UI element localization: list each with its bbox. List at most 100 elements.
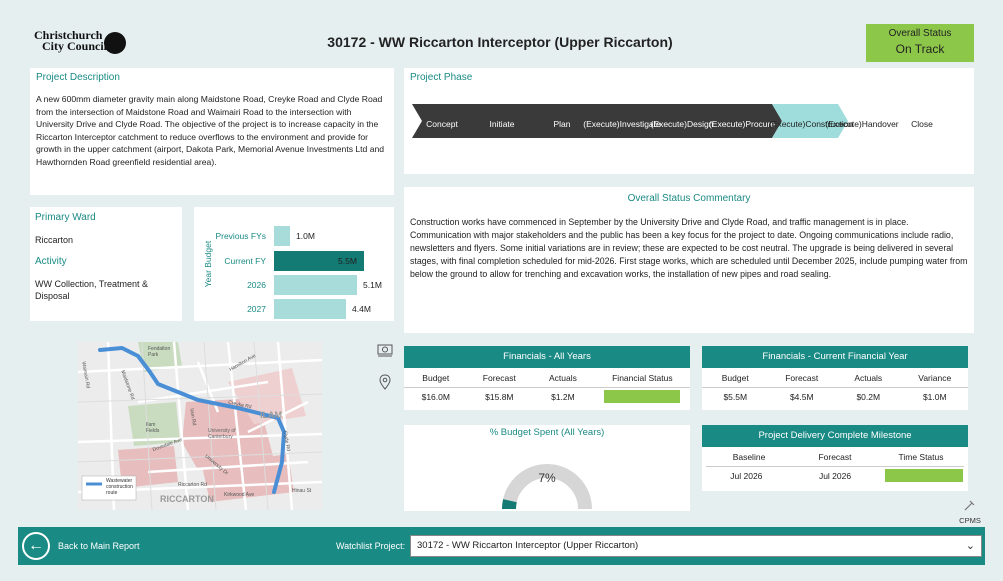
phase-arrow-track (412, 104, 848, 138)
year-budget-value: 1.0M (296, 231, 315, 241)
phase-step: (Execute) Handover (825, 118, 899, 129)
watchlist-label: Watchlist Project: (336, 541, 406, 551)
year-budget-value: 4.4M (352, 304, 371, 314)
year-budget-row[interactable]: 2027 4.4M (194, 298, 394, 320)
col-header: Actuals (854, 373, 883, 383)
table-row: $16.0M $15.8M $1.2M (404, 388, 690, 406)
map-label-uni: University of Canterbury (208, 428, 236, 440)
status-commentary-panel: Overall Status Commentary Construction w… (404, 187, 974, 333)
overall-status-label: Overall Status (888, 28, 952, 39)
col-header: Forecast (482, 373, 516, 383)
logo-mark-icon (104, 32, 126, 54)
overall-status-badge: Overall Status On Track (866, 24, 974, 62)
gauge-fill (502, 499, 517, 510)
footer-bar: ← Back to Main Report Watchlist Project:… (18, 527, 985, 565)
map-label-ilam-fields: Ilam Fields (146, 422, 160, 434)
time-status-cell (879, 467, 968, 485)
cpms-link[interactable]: CPMS (956, 498, 984, 525)
map-label-riccarton: RICCARTON (160, 494, 214, 504)
table-header-row: Baseline Forecast Time Status (706, 447, 964, 467)
year-budget-chart: Year Budget Previous FYs 1.0M Current FY… (194, 207, 394, 321)
delivery-milestone-panel: Project Delivery Complete Milestone Base… (702, 425, 968, 491)
table-row: Jul 2026 Jul 2026 (702, 467, 968, 485)
col-header: Variance (918, 373, 952, 383)
forecast-value: $15.8M (485, 392, 514, 402)
chevron-down-icon: ⌄ (965, 540, 975, 552)
council-logo: Christchurch City Council (34, 28, 134, 56)
map-layers-icon[interactable] (376, 342, 394, 358)
baseline-value: Jul 2026 (730, 471, 763, 481)
col-header: Forecast (785, 373, 819, 383)
col-header: Baseline (732, 452, 766, 462)
phase-step: (Execute) Procure (708, 118, 776, 129)
year-budget-category: 2027 (247, 304, 266, 314)
table-header-row: Budget Forecast Actuals Variance (702, 368, 968, 388)
phase-step: (Execute) Design (650, 118, 714, 129)
year-budget-bar[interactable] (274, 251, 364, 271)
gauge-track (502, 464, 592, 510)
phase-step: (Execute) Construction (768, 118, 854, 129)
budget-value: $16.0M (421, 392, 450, 402)
table-row: $5.5M $4.5M $0.2M $1.0M (702, 388, 968, 406)
year-budget-row[interactable]: Current FY 5.5M (194, 250, 394, 272)
col-header: Budget (721, 373, 749, 383)
map-label-kirkwood: Kirkwood Ave (224, 492, 255, 498)
map-pin-icon[interactable] (376, 373, 394, 391)
year-budget-bar[interactable] (274, 275, 357, 295)
time-status-indicator (884, 469, 963, 482)
variance-value: $1.0M (922, 392, 947, 402)
back-to-main-button[interactable]: ← Back to Main Report (22, 531, 140, 561)
year-budget-category: 2026 (247, 280, 266, 290)
ward-panel: Primary Ward Riccarton Activity WW Colle… (30, 207, 182, 321)
financial-status-indicator (604, 390, 681, 403)
phase-step: Initiate (489, 118, 515, 129)
status-commentary-title: Overall Status Commentary (627, 193, 751, 204)
back-to-main-label: Back to Main Report (58, 541, 140, 551)
budget-value: $5.5M (723, 392, 748, 402)
year-budget-bar[interactable] (274, 299, 346, 319)
map-label-riccarton-rd: Riccarton Rd (178, 482, 207, 488)
overall-status-value: On Track (895, 42, 945, 56)
col-header: Actuals (548, 373, 577, 383)
watchlist-project-select[interactable]: 30172 - WW Riccarton Interceptor (Upper … (410, 535, 982, 557)
phase-step: Concept (426, 118, 458, 129)
logo-line2: City Council (42, 39, 108, 53)
map-image (78, 342, 322, 510)
col-header: Financial Status (612, 373, 673, 383)
map-label-ilam: ILAM (260, 410, 282, 420)
activity-title: Activity (35, 256, 67, 267)
project-description-title: Project Description (36, 72, 120, 83)
year-budget-row[interactable]: Previous FYs 1.0M (194, 225, 394, 247)
phase-current-chevron (772, 104, 848, 138)
budget-spent-gauge: % Budget Spent (All Years) 7% (404, 425, 690, 511)
watchlist-selected-value: 30172 - WW Riccarton Interceptor (Upper … (417, 540, 639, 551)
project-phase-title: Project Phase (410, 72, 473, 83)
col-header: Forecast (818, 452, 852, 462)
budget-spent-title: % Budget Spent (All Years) (489, 427, 605, 438)
phase-step: Plan (553, 118, 571, 129)
financials-current-year: Financials - Current Financial Year Budg… (702, 346, 968, 410)
map-tools (376, 342, 394, 396)
status-commentary-text: Construction works have commenced in Sep… (410, 217, 968, 279)
year-budget-row[interactable]: 2026 5.1M (194, 274, 394, 296)
financials-current-title: Financials - Current Financial Year (702, 346, 968, 368)
year-budget-value: 5.5M (338, 256, 357, 266)
year-budget-category: Previous FYs (215, 231, 266, 241)
primary-ward-value: Riccarton (35, 235, 74, 245)
map-label-hinau: Hinau St (292, 488, 312, 494)
logo-line1: Christchurch (34, 28, 103, 42)
phase-step: (Execute) Investigate (583, 118, 661, 129)
forecast-value: Jul 2026 (818, 471, 852, 481)
project-map[interactable]: ILAM RICCARTON University of Canterbury … (78, 342, 322, 510)
col-header: Budget (422, 373, 450, 383)
phase-done-band (412, 104, 782, 138)
map-legend-label: Wastewater construction route (106, 478, 133, 496)
year-budget-bar[interactable] (274, 226, 290, 246)
map-label-fendalton: Fendalton Park (148, 346, 171, 358)
actuals-value: $1.2M (551, 392, 575, 402)
phase-step: Close (911, 118, 933, 129)
year-budget-category: Current FY (224, 256, 266, 266)
financials-all-title: Financials - All Years (404, 346, 690, 368)
actuals-value: $0.2M (856, 392, 881, 402)
financials-all-years: Financials - All Years Budget Forecast A… (404, 346, 690, 410)
